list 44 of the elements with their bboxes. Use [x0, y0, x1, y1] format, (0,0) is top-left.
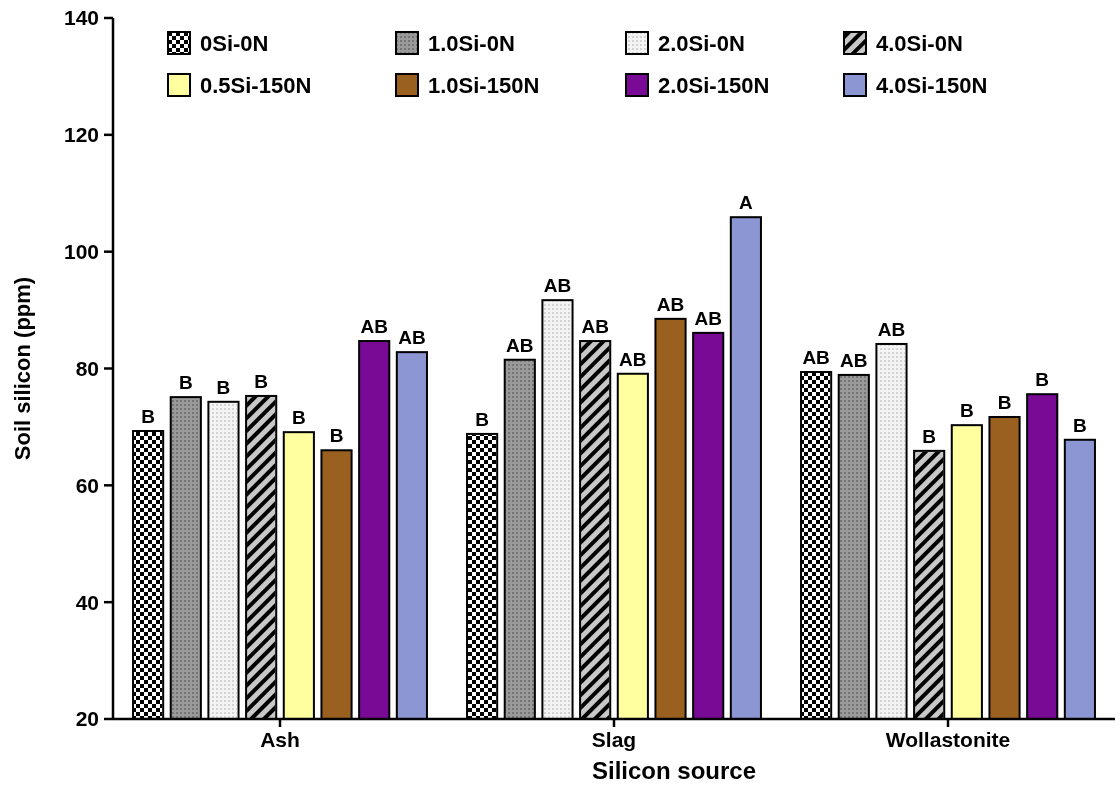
- legend-label: 2.0Si-0N: [658, 30, 745, 56]
- data-label: AB: [694, 307, 722, 329]
- data-label: AB: [619, 348, 647, 370]
- data-label: B: [329, 425, 344, 447]
- data-label: AB: [802, 347, 830, 369]
- data-label: B: [291, 407, 306, 429]
- data-label: B: [475, 408, 489, 430]
- y-tick-label: 60: [75, 473, 99, 497]
- x-tick-label: Slag: [591, 728, 637, 751]
- data-label: AB: [656, 293, 685, 315]
- y-tick-label: 40: [75, 590, 99, 614]
- y-tick-label: 140: [63, 6, 99, 30]
- legend-label: 1.0Si-150N: [428, 72, 540, 98]
- x-tick-label: Wollastonite: [885, 728, 1011, 751]
- legend-label: 0.5Si-150N: [200, 72, 312, 98]
- data-label: B: [178, 372, 193, 394]
- data-label: B: [1035, 369, 1050, 391]
- data-label: A: [739, 192, 754, 214]
- y-tick-label: 120: [63, 123, 99, 147]
- data-label: AB: [506, 334, 534, 356]
- x-tick-label: Ash: [260, 728, 300, 751]
- y-tick-label: 80: [75, 356, 99, 380]
- x-axis-title: Silicon source: [591, 757, 757, 784]
- data-label: B: [254, 370, 269, 392]
- data-label: AB: [360, 316, 388, 338]
- data-label: B: [141, 406, 155, 428]
- data-label: AB: [581, 316, 609, 338]
- legend-label: 2.0Si-150N: [658, 72, 770, 98]
- data-label: B: [922, 425, 937, 447]
- legend-label: 4.0Si-150N: [876, 72, 988, 98]
- legend-label: 1.0Si-0N: [428, 30, 515, 56]
- y-tick-label: 20: [75, 707, 99, 731]
- data-label: AB: [398, 327, 426, 349]
- y-axis-title: Soil silicon (ppm): [10, 276, 35, 461]
- data-label: AB: [840, 349, 868, 371]
- data-label: B: [997, 391, 1012, 413]
- data-label: AB: [877, 318, 906, 340]
- data-label: AB: [543, 275, 572, 297]
- legend-label: 0Si-0N: [200, 30, 269, 56]
- data-label: B: [1073, 414, 1087, 436]
- data-label: B: [959, 400, 974, 422]
- data-label: B: [216, 376, 231, 398]
- legend-label: 4.0Si-0N: [876, 30, 963, 56]
- y-tick-label: 100: [63, 240, 99, 264]
